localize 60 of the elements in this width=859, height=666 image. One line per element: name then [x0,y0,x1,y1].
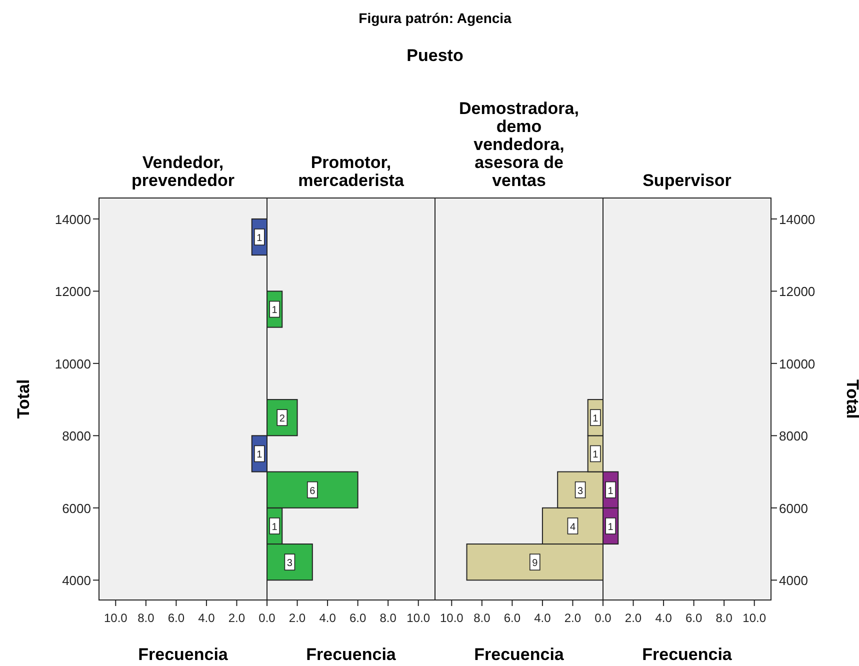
text: Figura patrón: Agencia [358,10,512,26]
x-tick-label: 8.0 [474,611,491,625]
y-tick-label: 6000 [779,500,808,516]
x-axis-title: Frecuencia [306,645,396,664]
y-tick-label: 10000 [54,356,91,372]
y-tick-label: 10000 [779,356,816,372]
y-axis-title: Total [843,379,859,419]
data-label: 1 [608,522,614,533]
x-tick-label: 0.0 [594,611,612,625]
text: Puesto [406,46,464,65]
y-tick-label: 12000 [779,284,816,300]
x-tick-label: 4.0 [655,611,672,625]
x-axis-title: Frecuencia [474,645,564,664]
data-label: 2 [279,414,286,425]
y-tick-label: 14000 [779,212,816,227]
x-tick-label: 10.0 [406,611,430,625]
x-tick-label: 4.0 [319,611,336,625]
data-label: 6 [310,486,316,497]
y-axis-title: Total [14,379,33,419]
data-label: 1 [272,522,278,533]
x-tick-label: 2.0 [228,611,246,625]
x-tick-label: 2.0 [624,611,642,625]
data-label: 1 [592,450,599,461]
x-tick-label: 2.0 [564,611,582,625]
x-tick-label: 6.0 [504,611,521,625]
y-tick-label: 12000 [54,284,91,300]
data-label: 1 [592,414,599,425]
data-label: 1 [608,486,614,497]
x-tick-label: 8.0 [138,611,155,625]
y-tick-label: 4000 [62,573,91,588]
y-tick-label: 6000 [62,500,91,516]
data-label: 9 [532,558,538,570]
chart-title: Demostradora, demo vendedora, asesora de ventas [459,99,579,190]
x-tick-label: 10.0 [440,611,464,625]
y-tick-label: 14000 [54,212,91,227]
data-label: 1 [256,450,263,461]
x-tick-label: 4.0 [534,611,552,625]
chart-title: Vendedor, prevendedor [132,153,235,190]
data-label: 1 [256,233,263,244]
x-tick-label: 4.0 [198,611,216,625]
x-tick-label: 8.0 [716,611,733,625]
x-tick-label: 10.0 [104,611,128,625]
y-tick-label: 8000 [62,428,91,444]
chart-title: Promotor, mercaderista [298,153,404,190]
x-tick-label: 6.0 [349,611,366,625]
x-tick-label: 2.0 [288,611,306,625]
x-tick-label: 0.0 [258,611,276,625]
x-tick-label: 8.0 [380,611,397,625]
x-axis-title: Frecuencia [138,645,228,664]
x-tick-label: 6.0 [685,611,702,625]
chart-title: Supervisor [642,171,732,190]
y-tick-label: 8000 [779,428,808,444]
x-tick-label: 10.0 [742,611,766,625]
x-tick-label: 6.0 [168,611,185,625]
data-label: 3 [286,558,293,570]
data-label: 4 [570,522,576,533]
data-label: 3 [578,486,584,497]
data-label: 1 [272,305,278,316]
x-axis-title: Frecuencia [642,645,732,664]
y-tick-label: 4000 [779,573,808,588]
